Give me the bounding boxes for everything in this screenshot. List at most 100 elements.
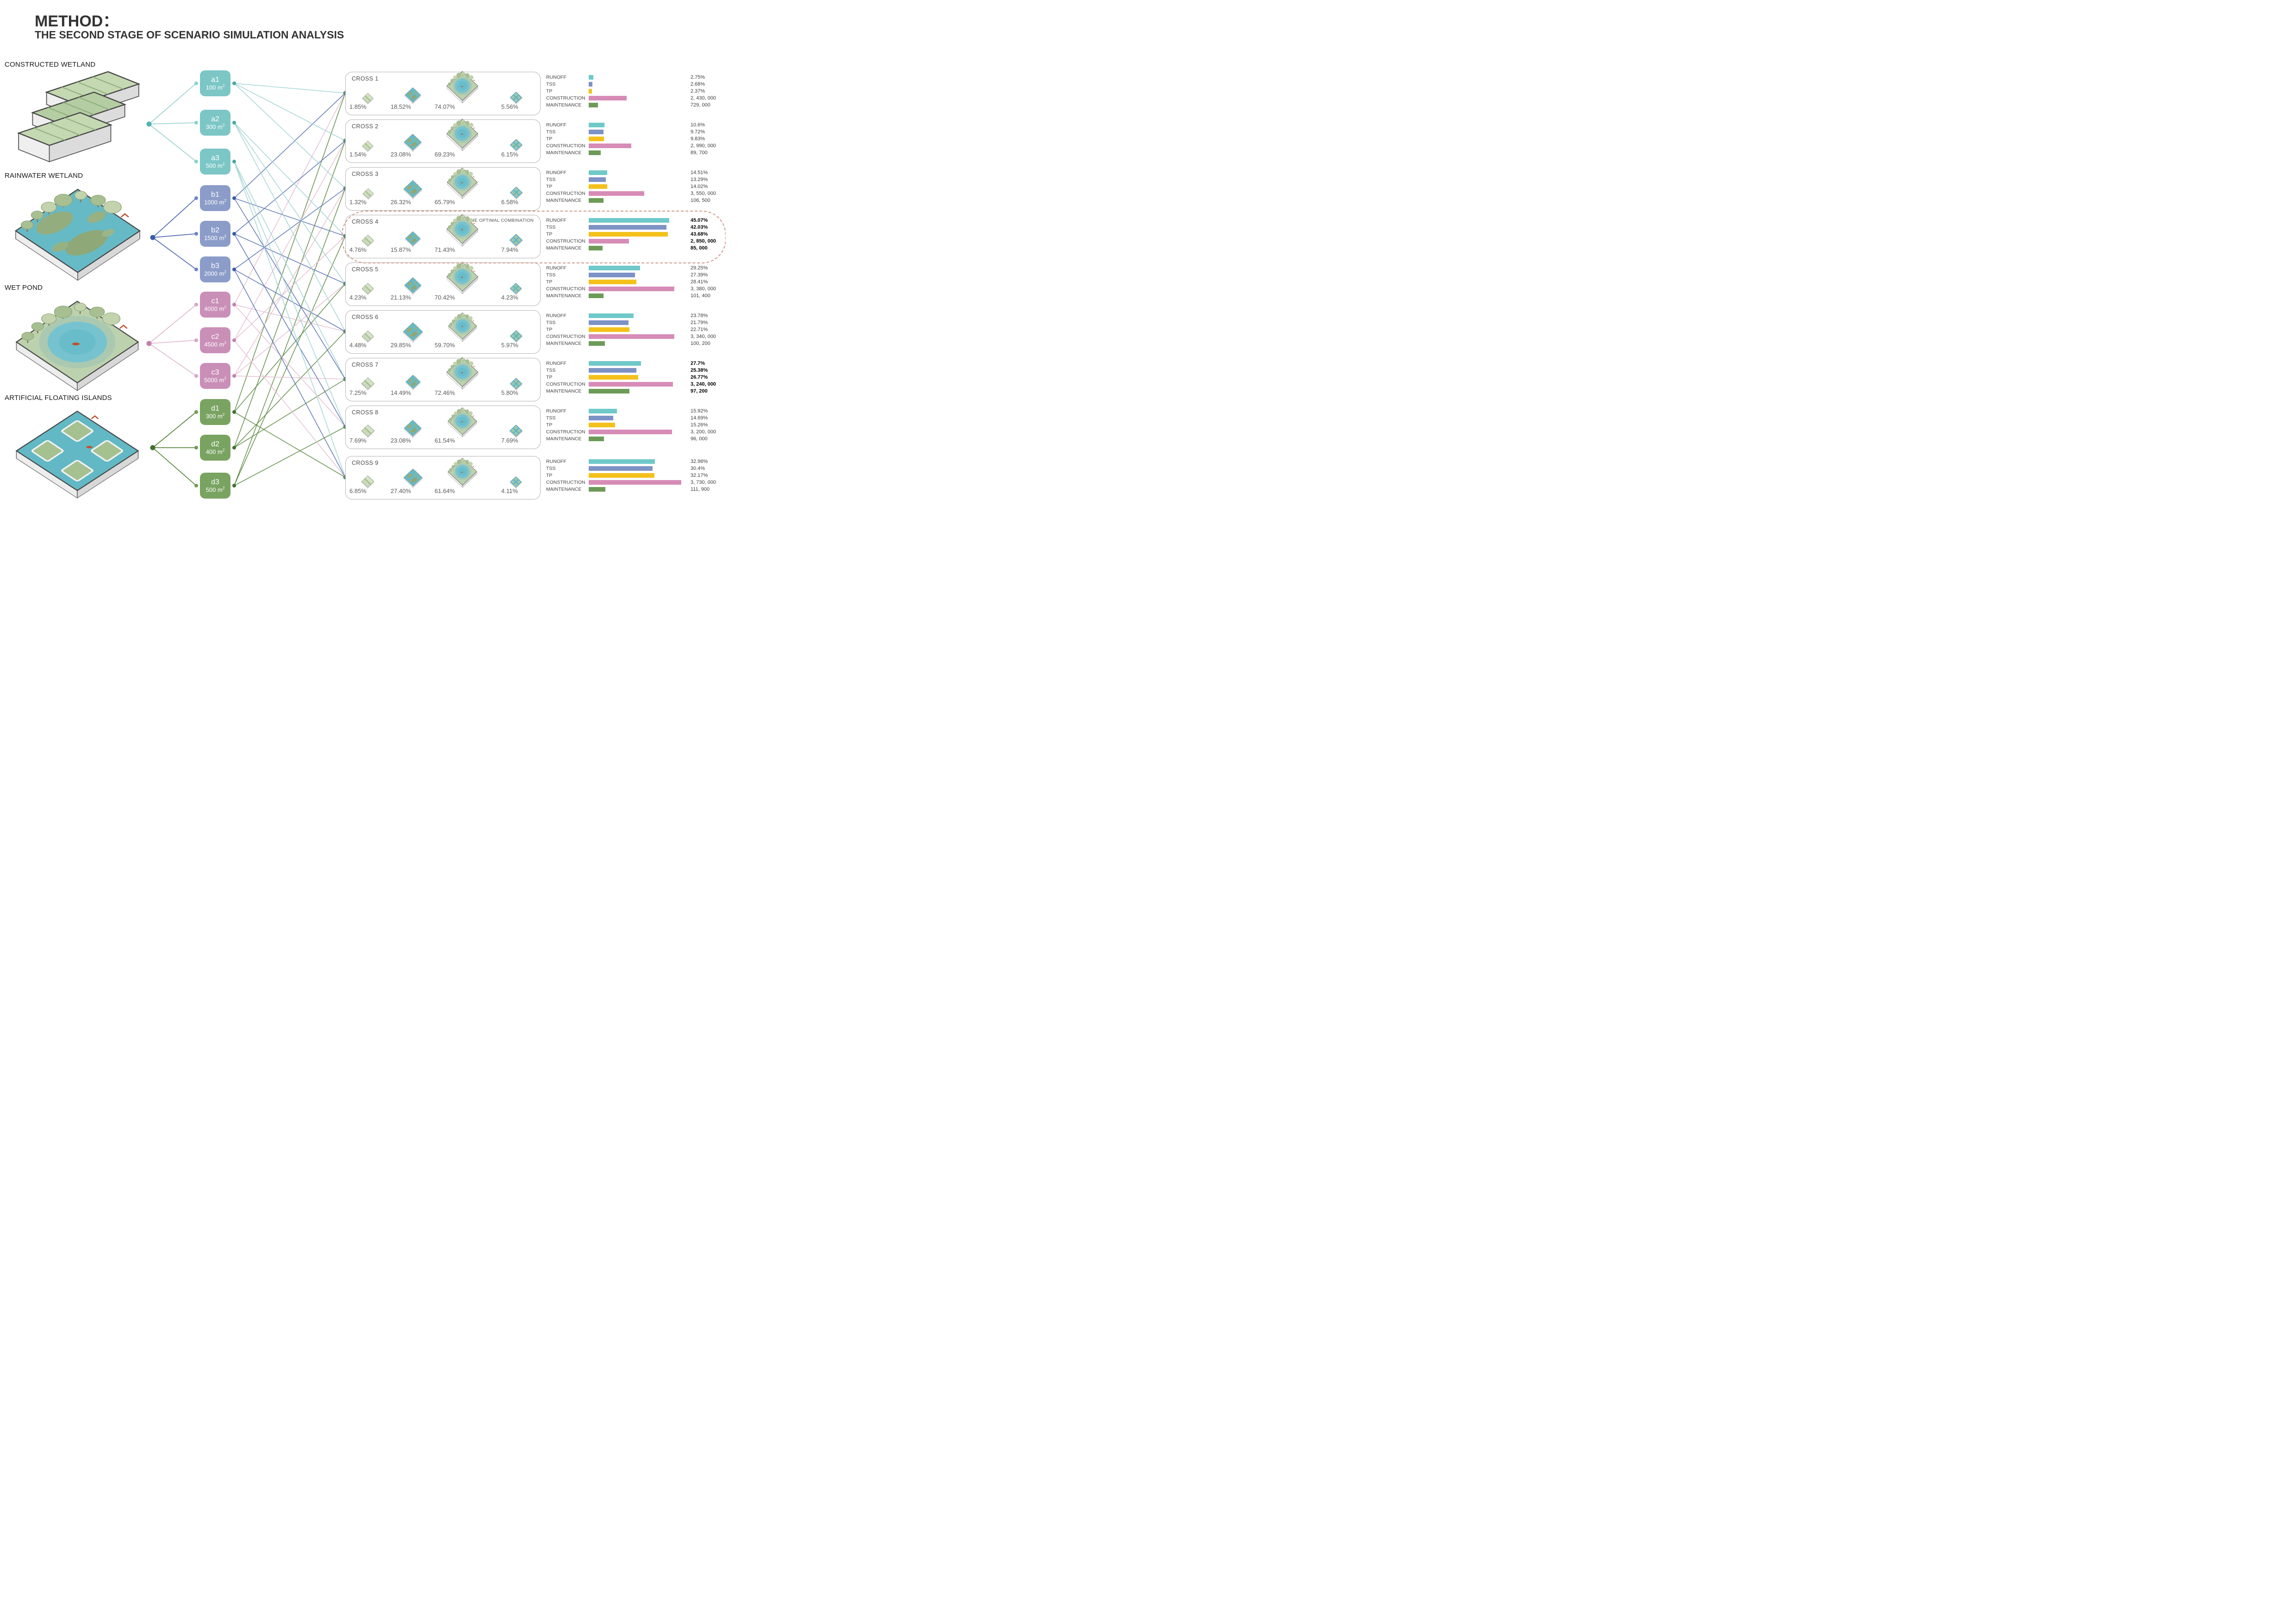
thumb-wet-pond [444, 69, 480, 105]
metric-bar-maintenance [589, 341, 605, 346]
thumb-constructed-wetland [361, 234, 375, 248]
metric-value: 22.71% [691, 327, 708, 332]
area-share-pct: 23.08% [391, 151, 411, 158]
metric-label: RUNOFF [546, 265, 566, 271]
cross-card-title: CROSS 5 [352, 266, 379, 273]
metric-value: 32.17% [691, 473, 708, 478]
node-a1: a1 100 m2 [200, 70, 230, 96]
area-share-pct: 4.23% [349, 294, 367, 301]
thumb-wet-pond [446, 310, 479, 343]
area-share-pct: 29.85% [391, 342, 411, 349]
metric-bar-runoff [589, 170, 607, 175]
metric-label: RUNOFF [546, 218, 566, 223]
metrics-cross-1: RUNOFF 2.75% TSS 2.68% TP 2.37% CONSTRUCTION 2,… [546, 72, 726, 113]
metric-bar-construction [589, 239, 629, 244]
metric-label: MAINTENANCE [546, 150, 582, 156]
metric-value: 26.77% [691, 375, 708, 380]
thumb-constructed-wetland [361, 282, 374, 295]
thumb-floating-islands [509, 233, 523, 248]
metric-bar-runoff [589, 313, 634, 318]
metric-value: 14.69% [691, 415, 708, 421]
metric-bar-maintenance [589, 437, 604, 441]
thumb-wet-pond [445, 165, 479, 200]
area-share-pct: 27.40% [391, 487, 411, 494]
node-a2: a2 300 m2 [200, 110, 230, 136]
cross-card-1: CROSS 1 1.85% 18.52% 74.07% 5.56% [345, 69, 541, 115]
metric-value: 29.25% [691, 265, 708, 271]
metrics-cross-6: RUNOFF 23.78% TSS 21.79% TP 22.71% CONSTRUCTIO… [546, 310, 726, 352]
metric-value: 2, 430, 000 [691, 95, 716, 101]
metric-value: 111, 900 [691, 487, 710, 492]
metric-label: TSS [546, 177, 556, 182]
metric-label: TSS [546, 415, 556, 421]
metric-bar-tp [589, 327, 629, 332]
thumb-constructed-wetland [361, 92, 374, 105]
network-lines-layer [146, 81, 348, 487]
cross-card-title: CROSS 8 [352, 409, 379, 416]
metric-label: TP [546, 473, 553, 478]
metric-label: RUNOFF [546, 408, 566, 414]
metric-label: CONSTRUCTION [546, 286, 585, 292]
node-area: 100 m2 [205, 83, 225, 91]
metric-value: 15.92% [691, 408, 708, 414]
metric-value: 2.68% [691, 81, 705, 87]
metric-bar-maintenance [589, 103, 598, 107]
metric-label: MAINTENANCE [546, 487, 582, 492]
metric-label: TP [546, 88, 553, 94]
node-a3: a3 500 m2 [200, 149, 230, 175]
thumb-floating-islands [509, 329, 523, 343]
area-share-pct: 7.69% [349, 437, 367, 444]
metric-label: MAINTENANCE [546, 293, 582, 299]
thumb-floating-islands [509, 377, 523, 391]
metric-bar-tss [589, 177, 606, 182]
metric-value: 10.6% [691, 122, 705, 128]
cross-card-title: CROSS 7 [352, 362, 379, 368]
metric-bar-tp [589, 89, 592, 94]
area-share-pct: 18.52% [391, 103, 411, 110]
metric-value: 3, 550, 000 [691, 191, 716, 196]
area-share-pct: 14.49% [391, 389, 411, 396]
metric-label: CONSTRUCTION [546, 334, 585, 339]
metric-bar-tp [589, 280, 636, 284]
metrics-cross-2: RUNOFF 10.6% TSS 9.72% TP 9.83% CONSTRUCTION 2,… [546, 119, 726, 161]
metric-value: 14.02% [691, 184, 708, 189]
metric-label: RUNOFF [546, 361, 566, 366]
metric-label: TSS [546, 272, 556, 278]
cross-card-5: CROSS 5 4.23% 21.13% 70.42% 4.23% [345, 262, 541, 306]
area-share-pct: 61.54% [435, 437, 455, 444]
metric-value: 27.39% [691, 272, 708, 278]
category-label-wet-pond: WET POND [5, 284, 43, 292]
node-area: 2000 m2 [204, 269, 226, 277]
node-d3: d3 500 m2 [200, 473, 230, 499]
metric-value: 9.72% [691, 129, 705, 135]
metric-value: 3, 340, 000 [691, 334, 716, 339]
metric-value: 21.79% [691, 320, 708, 325]
thumb-floating-islands [509, 138, 523, 152]
optimal-combination-label: THE OPTIMAL COMBINATION [468, 218, 534, 223]
metric-value: 28.41% [691, 279, 708, 285]
metric-bar-runoff [589, 123, 604, 127]
page-subtitle: THE SECOND STAGE OF SCENARIO SIMULATION … [35, 29, 344, 41]
metrics-cross-7: RUNOFF 27.7% TSS 25.38% TP 26.77% CONSTRUCTION… [546, 358, 726, 400]
cross-card-title: CROSS 4 [352, 219, 379, 225]
area-share-pct: 65.79% [435, 199, 455, 206]
metric-bar-tss [589, 130, 604, 134]
metric-label: RUNOFF [546, 170, 566, 175]
metric-value: 27.7% [691, 361, 705, 366]
node-d2: d2 400 m2 [200, 435, 230, 461]
metric-bar-construction [589, 287, 674, 291]
metric-label: TSS [546, 466, 556, 471]
node-id: a3 [211, 154, 219, 162]
metric-bar-tp [589, 473, 654, 478]
node-id: b2 [211, 226, 219, 234]
metric-bar-runoff [589, 361, 641, 366]
metric-label: CONSTRUCTION [546, 381, 585, 387]
area-share-pct: 1.32% [349, 199, 367, 206]
node-c2: c2 4500 m2 [200, 327, 230, 353]
thumb-floating-islands [509, 282, 523, 295]
cross-card-title: CROSS 6 [352, 314, 379, 320]
metric-value: 101, 400 [691, 293, 710, 299]
cross-card-4: CROSS 4 THE OPTIMAL COMBINATION 4.76% 15.87… [345, 214, 541, 258]
metric-bar-maintenance [589, 150, 601, 155]
metric-bar-tp [589, 423, 615, 427]
